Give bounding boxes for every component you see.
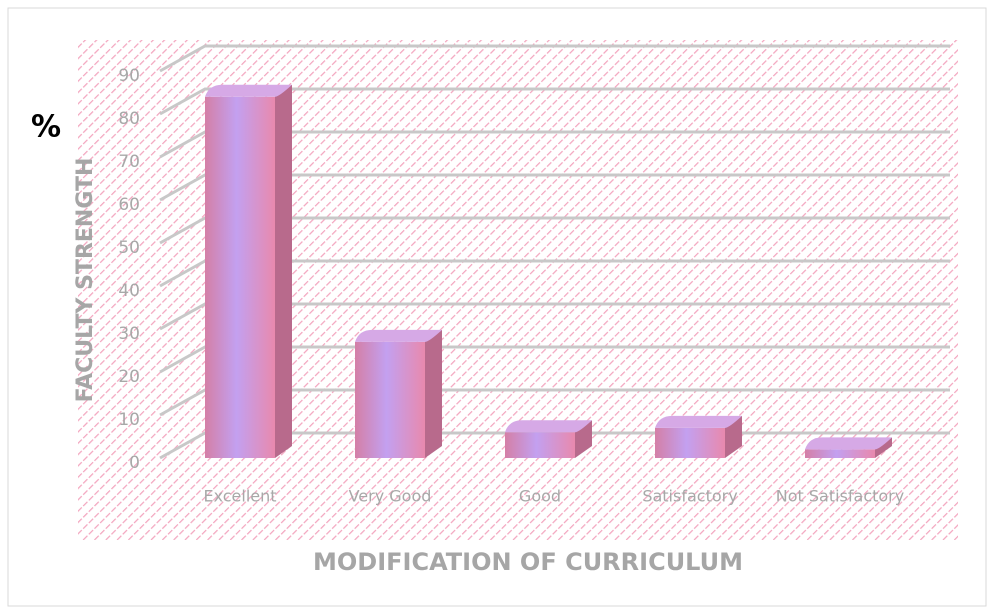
bar-side: [275, 84, 292, 459]
bar-top: [355, 329, 442, 342]
grid-line: [159, 44, 950, 73]
x-tick-label: Excellent: [203, 487, 276, 506]
x-tick-label: Satisfactory: [642, 487, 737, 506]
bar: [655, 427, 725, 458]
y-tick-label: 60: [118, 195, 140, 215]
y-tick-label: 80: [118, 109, 140, 129]
x-tick-label: Good: [519, 487, 561, 506]
bar-top: [805, 437, 892, 450]
y-tick-label: 40: [118, 281, 140, 301]
bar: [205, 96, 275, 459]
bar: [505, 432, 575, 458]
grid-line: [159, 87, 950, 116]
bar: [805, 449, 875, 458]
y-tick-label: 50: [118, 238, 140, 258]
y-tick-label: 10: [118, 410, 140, 430]
y-axis-title: FACULTY STRENGTH: [73, 158, 98, 403]
y-tick-label: 0: [129, 453, 140, 473]
bar-top: [655, 415, 742, 428]
y-tick-label: 90: [118, 66, 140, 86]
bar: [355, 341, 425, 458]
y-tick-label: 70: [118, 152, 140, 172]
bar-side: [725, 415, 742, 458]
bar-top: [205, 84, 292, 97]
x-tick-label: Not Satisfactory: [776, 487, 904, 506]
bar-side: [425, 329, 442, 458]
bar-top: [505, 420, 592, 433]
y-tick-label: 30: [118, 324, 140, 344]
y-tick-label: 20: [118, 367, 140, 387]
x-axis-title: MODIFICATION OF CURRICULUM: [313, 548, 743, 576]
bar-side: [875, 437, 892, 458]
x-tick-label: Very Good: [349, 487, 432, 506]
annotation: %: [31, 110, 61, 145]
